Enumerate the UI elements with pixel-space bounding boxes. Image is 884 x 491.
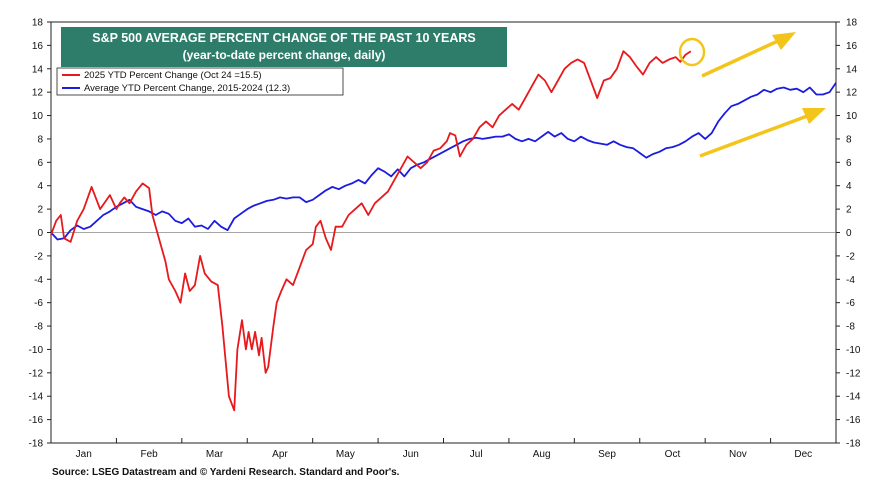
y-tick-label-left: 14 bbox=[32, 64, 44, 75]
x-tick-label: May bbox=[336, 449, 355, 460]
y-tick-label-left: 0 bbox=[37, 228, 43, 239]
y-tick-label-left: -4 bbox=[34, 275, 43, 286]
y-tick-label-right: 10 bbox=[846, 111, 858, 122]
y-tick-label-right: -8 bbox=[846, 322, 855, 333]
y-tick-label-left: 8 bbox=[37, 134, 43, 145]
x-tick-label: Aug bbox=[533, 449, 551, 460]
x-tick-label: Mar bbox=[206, 449, 224, 460]
legend-label-2025: 2025 YTD Percent Change (Oct 24 =15.5) bbox=[84, 70, 262, 81]
x-tick-label: Dec bbox=[794, 449, 812, 460]
y-tick-label-left: -18 bbox=[29, 439, 44, 450]
y-tick-label-left: -12 bbox=[29, 368, 44, 379]
x-tick-label: Nov bbox=[729, 449, 747, 460]
y-tick-label-right: 2 bbox=[846, 205, 852, 216]
x-tick-label: Feb bbox=[141, 449, 159, 460]
y-tick-label-right: -4 bbox=[846, 275, 855, 286]
x-tick-label: Jan bbox=[76, 449, 92, 460]
annotation-arrow-upper bbox=[701, 38, 781, 78]
y-tick-label-left: -14 bbox=[29, 392, 44, 403]
y-axis-right: 18 16 14 12 10 8 6 4 2 0 -2 -4 -6 -8 -10 -12 -14 -16 -18 bbox=[836, 18, 861, 450]
y-tick-label-right: 12 bbox=[846, 88, 858, 99]
y-tick-label-left: 16 bbox=[32, 41, 44, 52]
title-box bbox=[61, 27, 507, 67]
y-tick-label-right: -6 bbox=[846, 298, 855, 309]
annotation-arrow-lower bbox=[699, 113, 811, 158]
y-tick-label-left: -8 bbox=[34, 322, 43, 333]
y-tick-label-right: 18 bbox=[846, 18, 858, 29]
y-tick-label-right: 16 bbox=[846, 41, 858, 52]
source-note: Source: LSEG Datastream and © Yardeni Re… bbox=[52, 467, 400, 478]
annotation-circle bbox=[678, 37, 706, 67]
y-axis-left: 18 16 14 12 10 8 6 4 2 0 -2 -4 -6 -8 -10 -12 -14 -16 -18 bbox=[29, 18, 51, 450]
y-tick-label-right: 6 bbox=[846, 158, 852, 169]
x-tick-label: Apr bbox=[272, 449, 288, 460]
y-tick-label-right: -18 bbox=[846, 439, 861, 450]
y-tick-label-right: -2 bbox=[846, 251, 855, 262]
annotation-arrowhead-upper bbox=[772, 32, 796, 50]
x-tick-label: Jul bbox=[470, 449, 483, 460]
y-tick-label-left: 6 bbox=[37, 158, 43, 169]
y-tick-label-left: 10 bbox=[32, 111, 44, 122]
y-tick-label-right: -16 bbox=[846, 415, 861, 426]
series-2025-line bbox=[50, 50, 692, 412]
x-tick-label: Sep bbox=[598, 449, 616, 460]
y-tick-label-right: -12 bbox=[846, 368, 861, 379]
annotation-arrowhead-lower bbox=[802, 108, 826, 124]
y-tick-label-left: 2 bbox=[37, 205, 43, 216]
y-tick-label-right: 8 bbox=[846, 134, 852, 145]
chart-subtitle: (year-to-date percent change, daily) bbox=[183, 48, 386, 62]
y-tick-label-left: -2 bbox=[34, 251, 43, 262]
y-tick-label-left: -6 bbox=[34, 298, 43, 309]
chart-title: S&P 500 AVERAGE PERCENT CHANGE OF THE PA… bbox=[92, 31, 475, 45]
y-tick-label-left: -16 bbox=[29, 415, 44, 426]
y-tick-label-right: 4 bbox=[846, 181, 852, 192]
x-axis: Jan Feb Mar Apr May Jun Jul Aug Sep Oct Nov Dec bbox=[50, 438, 837, 460]
legend-label-average: Average YTD Percent Change, 2015-2024 (1… bbox=[84, 83, 290, 94]
y-tick-label-right: 0 bbox=[846, 228, 852, 239]
y-tick-label-right: 14 bbox=[846, 64, 858, 75]
x-tick-label: Jun bbox=[403, 449, 419, 460]
x-tick-label: Oct bbox=[665, 449, 681, 460]
legend bbox=[56, 67, 344, 96]
series-average-line bbox=[50, 82, 837, 241]
y-tick-label-right: -10 bbox=[846, 345, 861, 356]
y-tick-label-left: 12 bbox=[32, 88, 44, 99]
y-tick-label-right: -14 bbox=[846, 392, 861, 403]
y-tick-label-left: -10 bbox=[29, 345, 44, 356]
y-tick-label-left: 4 bbox=[37, 181, 43, 192]
y-tick-label-left: 18 bbox=[32, 18, 44, 29]
